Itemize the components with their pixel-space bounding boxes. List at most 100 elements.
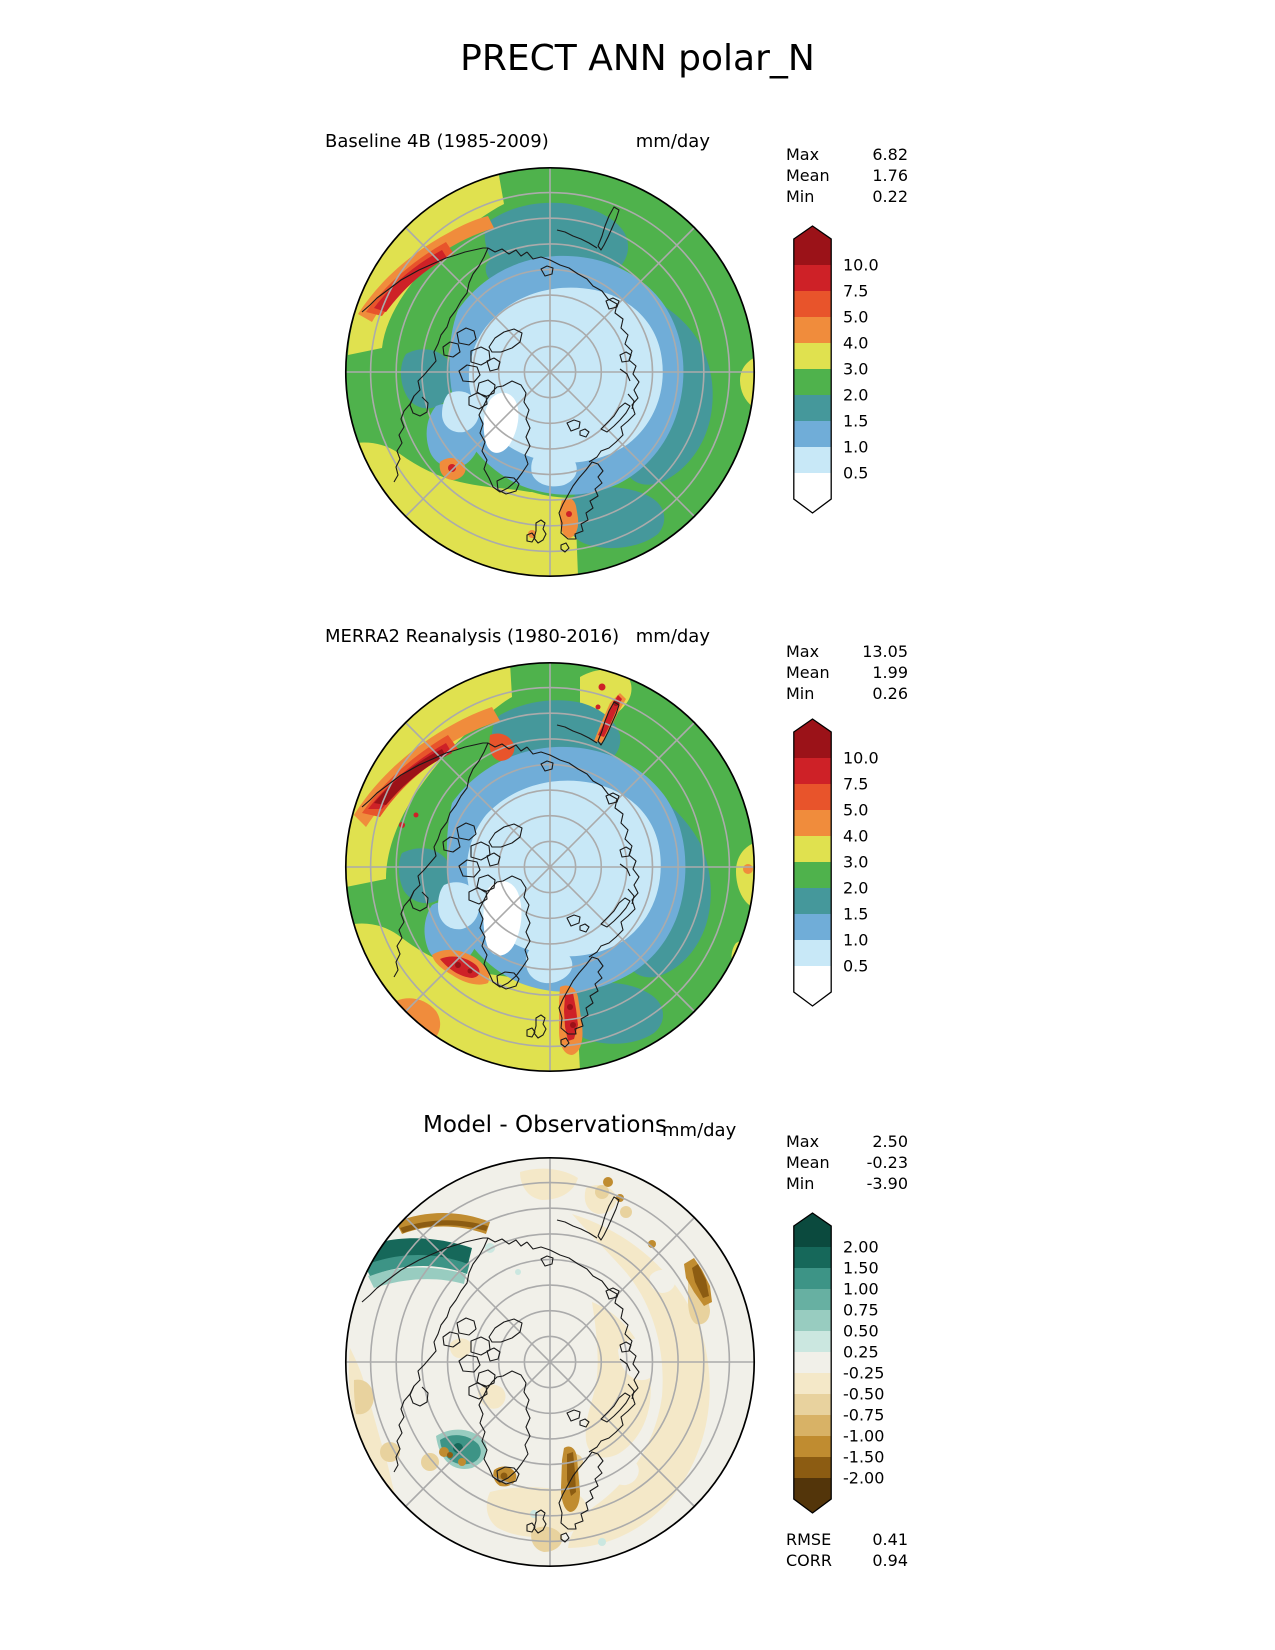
colorbar-segment bbox=[793, 1310, 832, 1331]
colorbar-segment bbox=[793, 966, 832, 992]
colorbar-segment bbox=[793, 1478, 832, 1499]
stat-row: Min 0.26 bbox=[786, 683, 908, 704]
metric-row: CORR 0.94 bbox=[786, 1550, 908, 1571]
units-label-baseline: mm/day bbox=[635, 131, 710, 152]
colorbar-segment bbox=[793, 1226, 832, 1247]
stat-label: Max bbox=[786, 642, 820, 661]
colorbar-segment bbox=[793, 888, 832, 914]
stats-diff: Max 2.50 Mean -0.23 Min -3.90 bbox=[786, 1131, 908, 1194]
colorbar-outline bbox=[793, 225, 832, 514]
colorbar-obs: 10.0 7.5 5.0 4.0 3.0 2.0 1.5 1.0 0.5 bbox=[793, 718, 879, 1007]
stat-row: Min 0.22 bbox=[786, 186, 908, 207]
metric-value: 0.41 bbox=[872, 1530, 908, 1549]
colorbar-segment bbox=[793, 732, 832, 758]
stat-value: 13.05 bbox=[862, 642, 908, 661]
colorbar-tick-label: 0.50 bbox=[843, 1322, 879, 1341]
colorbar-cap-bottom bbox=[793, 1499, 832, 1513]
storm-track-darkred bbox=[374, 700, 619, 1028]
colorbar-tick-label: 10.0 bbox=[843, 256, 879, 275]
colorbar-tick-label: 4.0 bbox=[843, 827, 868, 846]
stat-label: Min bbox=[786, 1174, 815, 1193]
colorbar-tick-label: 5.0 bbox=[843, 308, 868, 327]
colorbar-segment bbox=[793, 473, 832, 499]
stats-baseline: Max 6.82 Mean 1.76 Min 0.22 bbox=[786, 144, 908, 207]
colorbar-cap-top bbox=[793, 226, 832, 239]
stat-label: Mean bbox=[786, 166, 830, 185]
map-boundary bbox=[344, 661, 756, 1073]
colorbar-cap-bottom bbox=[793, 992, 832, 1006]
colorbar-tick-label: -1.50 bbox=[843, 1448, 884, 1467]
colorbar-tick-label: 4.0 bbox=[843, 334, 868, 353]
colorbar-tick-label: 2.0 bbox=[843, 879, 868, 898]
colorbar-segment bbox=[793, 343, 832, 369]
colorbar-model: 10.0 7.5 5.0 4.0 3.0 2.0 1.5 1.0 0.5 bbox=[793, 225, 879, 514]
metrics-diff: RMSE 0.41 CORR 0.94 bbox=[786, 1529, 908, 1571]
stat-label: Min bbox=[786, 187, 815, 206]
units-label-diff: mm/day bbox=[662, 1120, 737, 1141]
map-boundary bbox=[344, 1156, 756, 1568]
colorbar-tick-label: 1.50 bbox=[843, 1259, 879, 1278]
colorbar-segment bbox=[793, 810, 832, 836]
colorbar-tick-label: 0.5 bbox=[843, 464, 868, 483]
colorbar-segment bbox=[793, 291, 832, 317]
colorbar-tick-label: 0.75 bbox=[843, 1301, 879, 1320]
stat-row: Max 13.05 bbox=[786, 641, 908, 662]
stat-label: Min bbox=[786, 684, 815, 703]
colorbar-segment bbox=[793, 421, 832, 447]
map-diff bbox=[344, 1156, 756, 1568]
panel-title-baseline: Baseline 4B (1985-2009) bbox=[325, 131, 549, 152]
colorbar-segment bbox=[793, 265, 832, 291]
metric-row: RMSE 0.41 bbox=[786, 1529, 908, 1550]
colorbar-segment bbox=[793, 447, 832, 473]
colorbar-tick-label: 1.5 bbox=[843, 412, 868, 431]
stat-value: 1.99 bbox=[872, 663, 908, 682]
stat-row: Mean 1.99 bbox=[786, 662, 908, 683]
colorbar-segment bbox=[793, 1331, 832, 1352]
colorbar-cap-bottom bbox=[793, 499, 832, 513]
colorbar-segment bbox=[793, 317, 832, 343]
colorbar-segment bbox=[793, 1457, 832, 1478]
colorbar-segment bbox=[793, 784, 832, 810]
colorbar-tick-label: 0.25 bbox=[843, 1343, 879, 1362]
figure-title: PRECT ANN polar_N bbox=[460, 38, 815, 79]
colorbar-segment bbox=[793, 1289, 832, 1310]
colorbar-cap-top bbox=[793, 1213, 832, 1226]
stats-merra2: Max 13.05 Mean 1.99 Min 0.26 bbox=[786, 641, 908, 704]
colorbar-tick-label: -2.00 bbox=[843, 1469, 884, 1488]
stat-label: Max bbox=[786, 1132, 820, 1151]
colorbar-segment bbox=[793, 1394, 832, 1415]
stat-row: Min -3.90 bbox=[786, 1173, 908, 1194]
colorbar-tick-label: -0.75 bbox=[843, 1406, 884, 1425]
colorbar-tick-label: 10.0 bbox=[843, 749, 879, 768]
stat-label: Max bbox=[786, 145, 820, 164]
colorbar-segment bbox=[793, 1373, 832, 1394]
colorbar-segment bbox=[793, 239, 832, 265]
colorbar-tick-label: 7.5 bbox=[843, 775, 868, 794]
colorbar-tick-label: -0.50 bbox=[843, 1385, 884, 1404]
colorbar-tick-label: 1.0 bbox=[843, 438, 868, 457]
precip-lt0p5-region bbox=[483, 881, 522, 956]
stat-value: 1.76 bbox=[872, 166, 908, 185]
colorbar-tick-label: 1.5 bbox=[843, 905, 868, 924]
metric-value: 0.94 bbox=[872, 1551, 908, 1570]
stat-row: Mean 1.76 bbox=[786, 165, 908, 186]
colorbar-tick-label: 0.5 bbox=[843, 957, 868, 976]
units-label-merra2: mm/day bbox=[635, 626, 710, 647]
diff-neutral-patches bbox=[607, 1270, 676, 1486]
stat-row: Max 6.82 bbox=[786, 144, 908, 165]
map-baseline bbox=[344, 166, 756, 578]
colorbar-cap-top bbox=[793, 719, 832, 732]
colorbar-tick-label: 2.00 bbox=[843, 1238, 879, 1257]
metric-label: CORR bbox=[786, 1551, 832, 1570]
colorbar-tick-label: 3.0 bbox=[843, 360, 868, 379]
stat-label: Mean bbox=[786, 1153, 830, 1172]
map-merra2 bbox=[344, 661, 756, 1073]
colorbar-segment bbox=[793, 862, 832, 888]
colorbar-segment bbox=[793, 369, 832, 395]
stat-label: Mean bbox=[786, 663, 830, 682]
colorbar-tick-label: 2.0 bbox=[843, 386, 868, 405]
graticule bbox=[344, 166, 756, 578]
stat-row: Mean -0.23 bbox=[786, 1152, 908, 1173]
map-boundary bbox=[344, 166, 756, 578]
